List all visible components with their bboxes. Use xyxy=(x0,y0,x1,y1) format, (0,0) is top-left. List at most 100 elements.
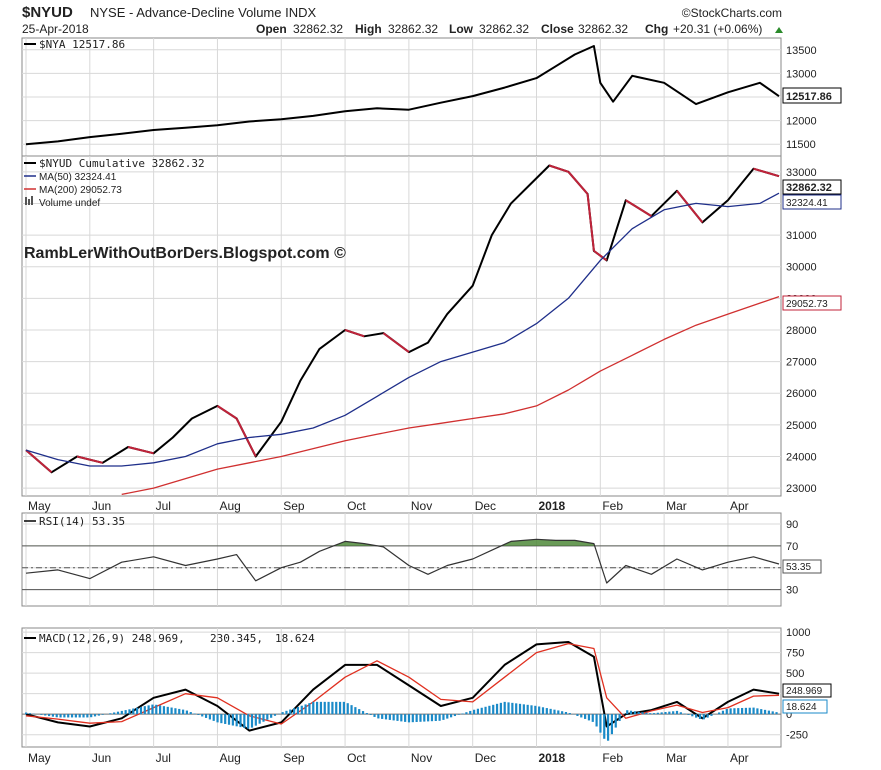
macd-histogram-bar xyxy=(584,714,587,719)
x-axis-label: 2018 xyxy=(539,499,566,513)
macd-histogram-bar xyxy=(247,714,250,729)
macd-histogram-bar xyxy=(557,710,560,715)
macd-histogram-bar xyxy=(564,712,568,715)
nyud-down-segment xyxy=(586,193,595,251)
rsi-tick-label: 70 xyxy=(786,541,798,553)
macd-histogram-bar xyxy=(243,714,246,728)
macd-histogram-bar xyxy=(637,711,640,715)
macd-histogram-bar xyxy=(139,706,143,715)
x-axis-label: Jul xyxy=(156,751,171,765)
macd-histogram-bar xyxy=(113,712,116,715)
macd-histogram-bar xyxy=(350,705,353,715)
nyud-last-box: 32862.32 32324.41 29052.73 xyxy=(782,179,842,311)
macd-histogram-bar xyxy=(159,705,162,715)
macd-histogram-bar xyxy=(331,701,334,715)
nya-legend-text: $NYA 12517.86 xyxy=(39,38,125,51)
macd-histogram-bar xyxy=(576,714,579,716)
macd-histogram-bar xyxy=(128,709,131,715)
nyud-tick-label: 26000 xyxy=(786,388,817,400)
macd-histogram-bar xyxy=(744,707,748,715)
macd-histogram-bar xyxy=(136,707,139,715)
macd-histogram-bar xyxy=(47,714,51,717)
nyud-tick-label: 24000 xyxy=(786,451,817,463)
macd-histogram-bar xyxy=(545,708,548,715)
macd-histogram-bar xyxy=(51,714,55,717)
nyud-down-segment xyxy=(753,167,780,178)
nyud-legend-volume: Volume undef xyxy=(39,198,100,209)
macd-histogram-bar xyxy=(626,710,629,715)
nya-series--nya xyxy=(25,45,780,146)
rsi-tick-label: 90 xyxy=(786,519,798,531)
macd-histogram-bar xyxy=(599,714,602,733)
macd-histogram-bar xyxy=(212,714,215,721)
macd-histogram-bar xyxy=(526,704,529,715)
macd-histogram-bar xyxy=(767,710,770,715)
macd-histogram-bar xyxy=(740,707,744,715)
x-axis-label: 2018 xyxy=(539,751,566,765)
macd-histogram-bar xyxy=(763,709,767,715)
macd-histogram-bar xyxy=(262,714,265,722)
macd-histogram-bar xyxy=(449,714,453,718)
macd-histogram-bar xyxy=(664,711,667,715)
macd-histogram-bar xyxy=(197,714,200,715)
nyud-legend-ma50: MA(50) 32324.41 xyxy=(39,172,117,183)
macd-series-signal xyxy=(25,642,780,725)
symbol-title: $NYUD xyxy=(22,4,73,21)
macd-histogram-bar xyxy=(706,714,709,718)
macd-histogram-bar xyxy=(534,705,537,715)
macd-histogram-bar xyxy=(725,709,728,715)
macd-histogram-bar xyxy=(480,707,483,715)
macd-histogram-bar xyxy=(120,710,123,715)
x-axis-label: Oct xyxy=(347,499,366,513)
macd-histogram-bar xyxy=(675,710,679,715)
macd-legend-b: 230.345, xyxy=(210,632,263,645)
x-axis-label: Sep xyxy=(283,751,305,765)
nyud-down-segment xyxy=(548,164,569,173)
low-label: Low xyxy=(449,22,474,36)
rsi-last-label: 53.35 xyxy=(786,562,811,573)
open-value: 32862.32 xyxy=(293,22,343,36)
nya-tick-label: 11500 xyxy=(786,139,816,151)
macd-histogram-bar xyxy=(591,714,594,722)
macd-histogram-bar xyxy=(216,714,219,723)
chg-label: Chg xyxy=(645,22,668,36)
macd-histogram-bar xyxy=(258,714,261,724)
macd-hist-last-label: 18.624 xyxy=(786,702,817,713)
macd-histogram-bar xyxy=(162,706,166,715)
high-value: 32862.32 xyxy=(388,22,438,36)
macd-histogram-bar xyxy=(407,714,411,723)
macd-histogram-bar xyxy=(296,706,300,715)
chart-header: $NYUD NYSE - Advance-Decline Volume INDX… xyxy=(22,4,783,36)
rsi-overbought-fill xyxy=(333,539,595,546)
nyud-legend: $NYUD Cumulative 32862.32 MA(50) 32324.4… xyxy=(24,157,205,209)
macd-histogram-bar xyxy=(561,711,564,715)
macd-histogram-bar xyxy=(174,708,177,715)
nyud-series-ma-50- xyxy=(25,192,780,467)
macd-histogram-bar xyxy=(44,714,47,716)
macd-histogram-bar xyxy=(293,708,296,715)
macd-histogram-bar xyxy=(488,705,491,715)
macd-legend: MACD(12,26,9) 248.969, 230.345, 18.624 xyxy=(24,632,315,645)
macd-histogram-bar xyxy=(438,714,441,721)
open-label: Open xyxy=(256,22,287,36)
chart-panels: 1150012000125001300013500230002400025000… xyxy=(21,37,817,765)
x-axis-label: Aug xyxy=(219,499,240,513)
nyud-ma200-label: 29052.73 xyxy=(786,299,828,310)
macd-histogram-bar xyxy=(373,714,376,717)
nyud-down-segment xyxy=(25,449,53,474)
macd-histogram-bar xyxy=(652,713,656,715)
macd-histogram-bar xyxy=(109,713,112,715)
nyud-down-segment xyxy=(676,190,704,224)
macd-histogram-bar xyxy=(737,708,740,715)
macd-histogram-bar xyxy=(446,714,449,719)
macd-histogram-bar xyxy=(224,714,227,724)
macd-histogram-bar xyxy=(388,714,391,720)
macd-histogram-bar xyxy=(396,714,399,721)
macd-histogram-bar xyxy=(155,704,158,715)
macd-histogram-bar xyxy=(90,714,93,718)
macd-histogram-bar xyxy=(419,714,422,722)
nyud-panel: 2300024000250002600027000280002900030000… xyxy=(21,155,817,497)
macd-histogram-bar xyxy=(587,714,591,721)
nya-last-label: 12517.86 xyxy=(786,91,832,103)
macd-histogram-bar xyxy=(204,714,208,718)
